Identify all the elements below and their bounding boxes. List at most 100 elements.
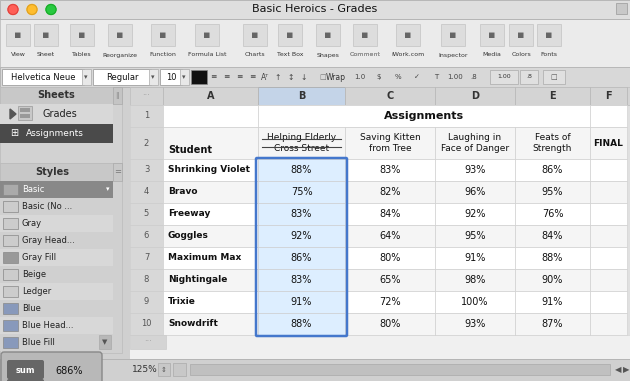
Bar [195,24,219,46]
Bar [130,181,163,203]
Bar [163,247,258,269]
Bar [2,69,84,85]
Bar [435,127,515,159]
Text: Wrap: Wrap [326,72,346,82]
Bar [130,87,630,359]
Bar [435,291,515,313]
Bar [163,181,258,203]
Text: Saving Kitten
from Tree: Saving Kitten from Tree [360,133,420,153]
Text: Goggles: Goggles [168,232,209,240]
FancyBboxPatch shape [7,379,44,381]
Text: Aᵀ: Aᵀ [261,72,269,82]
Text: Snowdrift: Snowdrift [168,320,218,328]
Text: ▪: ▪ [14,30,22,40]
Bar [160,69,182,85]
Circle shape [46,5,56,14]
Text: □: □ [319,74,326,80]
Bar [130,247,163,269]
Bar [158,363,170,376]
Bar [590,159,627,181]
Text: 2: 2 [144,139,149,147]
Bar [590,269,627,291]
Bar [0,0,630,19]
Bar [149,69,158,85]
Text: 84%: 84% [542,231,563,241]
Bar [0,163,122,353]
Bar [130,225,163,247]
Text: 125%: 125% [132,365,158,375]
Bar [3,201,18,212]
Text: Helvetica Neue: Helvetica Neue [11,72,75,82]
Text: ◀: ◀ [615,365,621,375]
Bar [590,105,627,127]
Bar [3,252,18,263]
Text: Ledger: Ledger [22,287,51,296]
Text: ▪: ▪ [449,30,457,40]
Bar [515,105,590,127]
Bar [345,105,435,127]
Text: 86%: 86% [291,253,312,263]
Text: 86%: 86% [542,165,563,175]
Bar [130,269,163,291]
Bar [435,159,515,181]
Text: 72%: 72% [379,297,401,307]
Text: Formula List: Formula List [188,53,226,58]
Bar [6,24,30,46]
Text: Basic Heroics - Grades: Basic Heroics - Grades [253,5,377,14]
Bar [163,203,258,225]
Text: ↓: ↓ [301,72,307,82]
Bar [435,313,515,335]
Text: Colors: Colors [511,53,531,58]
Text: ▾: ▾ [106,187,110,192]
Text: 5: 5 [144,210,149,218]
Bar [435,105,515,127]
Bar [258,105,590,127]
Text: C: C [386,91,394,101]
Bar [345,87,435,105]
Text: B: B [298,91,305,101]
Bar [480,24,504,46]
Text: ▪: ▪ [404,30,412,40]
Text: ···: ··· [142,91,151,101]
Text: ▪: ▪ [203,30,211,40]
Bar [515,247,590,269]
Text: 80%: 80% [379,253,401,263]
Bar [3,286,18,297]
Bar [258,105,345,127]
Text: ≡: ≡ [210,72,216,82]
Text: ↑: ↑ [275,72,281,82]
Text: 1.00: 1.00 [447,74,463,80]
Bar [345,247,435,269]
Text: 84%: 84% [379,209,401,219]
Bar [515,291,590,313]
Bar [99,335,111,349]
Bar [490,70,518,84]
Bar [345,313,435,335]
Bar [590,181,627,203]
Bar [130,87,630,105]
Bar [258,127,345,159]
Text: 83%: 83% [291,209,312,219]
Bar [345,225,435,247]
Bar [3,184,18,195]
Text: Grades: Grades [43,109,77,119]
Bar [243,24,267,46]
Bar [113,163,122,181]
Bar [0,334,113,351]
Bar [345,291,435,313]
Bar [20,108,30,112]
Circle shape [8,5,18,14]
Bar [130,203,163,225]
Text: iWork.com: iWork.com [391,53,425,58]
Bar [3,218,18,229]
Bar [0,124,113,143]
Bar [18,106,32,120]
Text: Shrinking Violet: Shrinking Violet [168,165,250,174]
Bar [258,159,345,181]
Bar [537,24,561,46]
Text: Freeway: Freeway [168,210,210,218]
Bar [616,3,627,14]
Text: 83%: 83% [291,275,312,285]
Text: ≡: ≡ [249,72,255,82]
Bar [163,313,258,335]
